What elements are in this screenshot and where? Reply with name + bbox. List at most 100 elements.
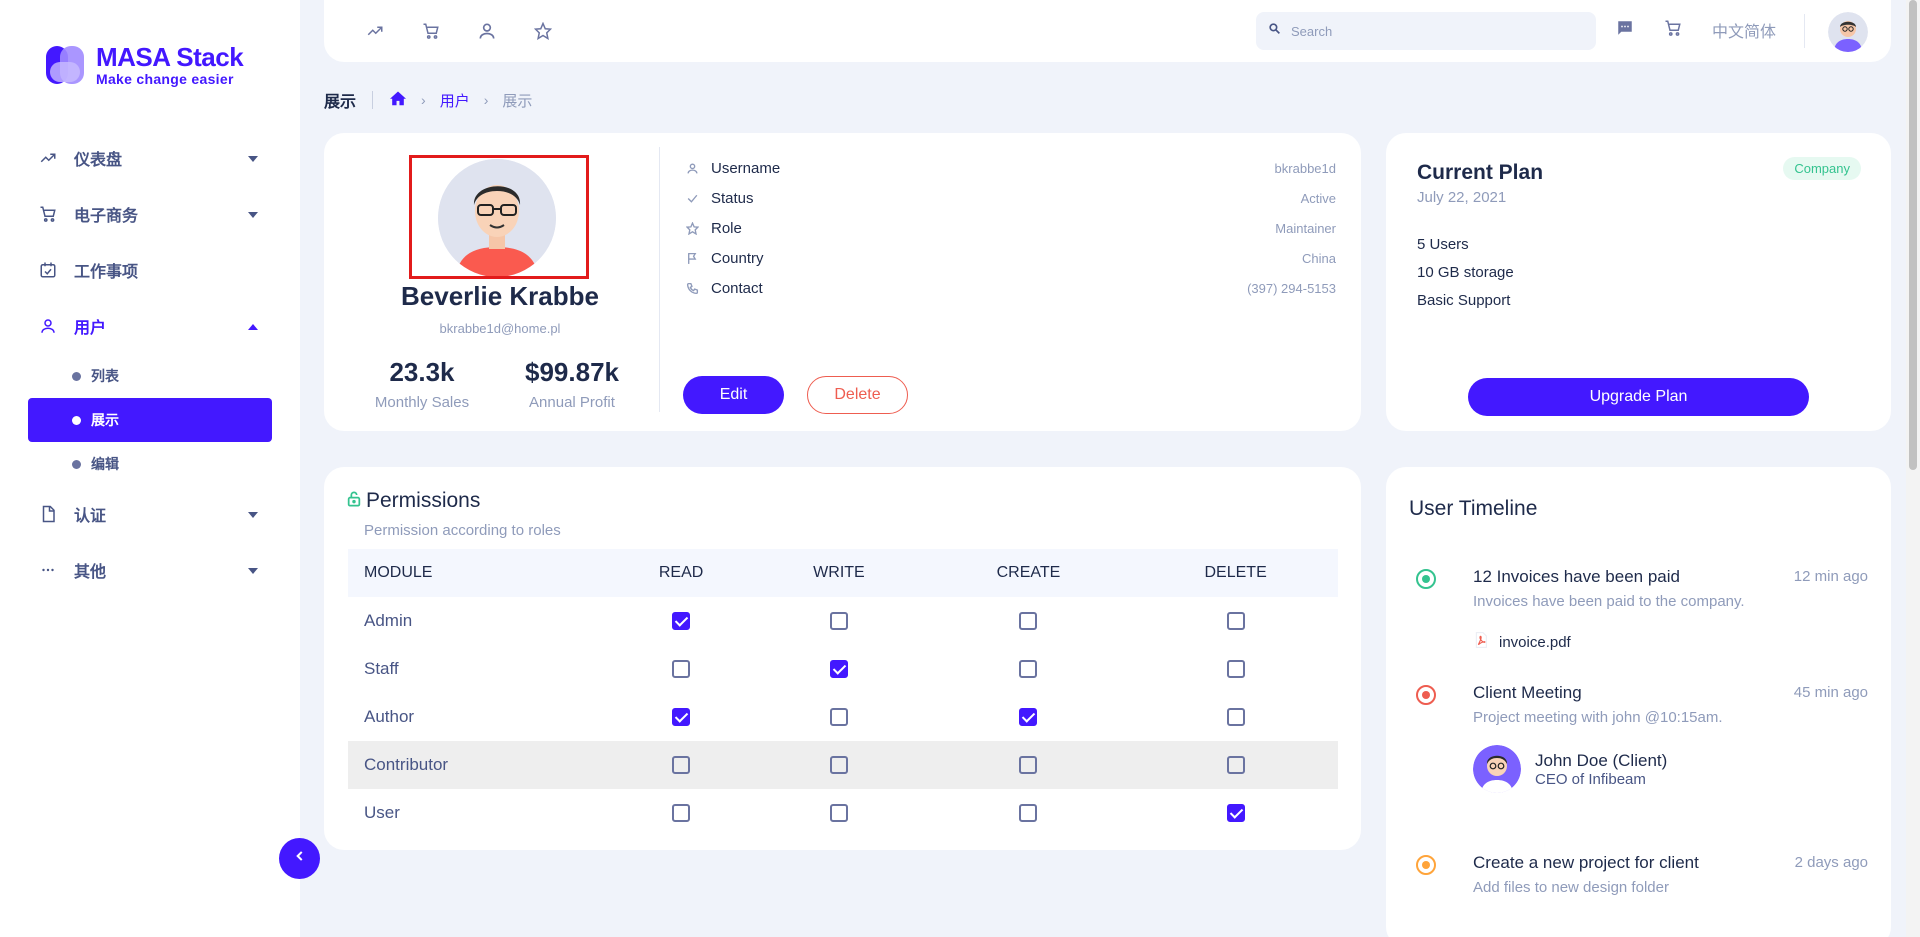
permission-checkbox[interactable]	[829, 611, 848, 630]
collapse-sidebar-button[interactable]	[279, 838, 320, 879]
sidebar-nav: 仪表盘 电子商务 工作事项 用户 列表 展示 编辑 认证 其他	[28, 130, 272, 598]
permission-checkbox[interactable]	[829, 659, 848, 678]
bullet-icon	[72, 371, 81, 381]
sidebar-item-ecommerce[interactable]: 电子商务	[28, 186, 272, 242]
caret-down-icon	[248, 505, 258, 523]
user-avatar[interactable]	[1828, 12, 1868, 52]
permission-checkbox[interactable]	[672, 707, 691, 726]
detail-value: bkrabbe1d	[1274, 160, 1336, 176]
module-name: Admin	[364, 611, 413, 630]
permission-checkbox[interactable]	[1226, 659, 1245, 678]
permission-checkbox[interactable]	[672, 659, 691, 678]
brand-logo[interactable]: MASA Stack Make change easier	[46, 44, 244, 87]
profile-card: Beverlie Krabbe bkrabbe1d@home.pl 23.3k …	[324, 133, 1361, 431]
permission-checkbox[interactable]	[1226, 611, 1245, 630]
permission-checkbox[interactable]	[1019, 611, 1038, 630]
current-plan-card: Current Plan July 22, 2021 Company 5 Use…	[1386, 133, 1891, 431]
breadcrumb-current: 展示	[502, 92, 533, 110]
sidebar-subitem-view[interactable]: 展示	[28, 398, 272, 442]
divider	[1804, 14, 1805, 48]
detail-key: Contact	[711, 279, 763, 297]
caret-down-icon	[248, 149, 258, 167]
sidebar-item-label: 工作事项	[74, 264, 139, 281]
column-header: MODULE	[348, 549, 608, 597]
scrollbar-thumb[interactable]	[1909, 0, 1917, 470]
detail-row-username: Username bkrabbe1d	[683, 153, 1336, 183]
search-input[interactable]	[1291, 23, 1571, 39]
divider	[659, 147, 660, 412]
edit-button[interactable]: Edit	[683, 376, 784, 414]
dots-icon	[36, 558, 60, 582]
module-name: Author	[364, 707, 415, 726]
profile-name: Beverlie Krabbe	[401, 281, 599, 311]
breadcrumb-link-users[interactable]: 用户	[439, 92, 470, 110]
permission-checkbox[interactable]	[1226, 707, 1245, 726]
sidebar-item-auth[interactable]: 认证	[28, 486, 272, 542]
permission-checkbox[interactable]	[829, 707, 848, 726]
chat-icon[interactable]	[1616, 19, 1634, 42]
delete-button[interactable]: Delete	[807, 376, 908, 414]
sidebar-item-dashboard[interactable]: 仪表盘	[28, 130, 272, 186]
sidebar-item-tasks[interactable]: 工作事项	[28, 242, 272, 298]
column-header: WRITE	[754, 549, 924, 597]
permission-checkbox[interactable]	[1226, 803, 1245, 822]
detail-row-status: Status Active	[683, 183, 1336, 213]
client-contact[interactable]: John Doe (Client) CEO of Infibeam	[1473, 745, 1667, 793]
page-scrollbar[interactable]	[1906, 0, 1920, 937]
phone-icon	[683, 282, 701, 295]
timeline-item-title: 12 Invoices have been paid	[1473, 567, 1680, 586]
permission-checkbox[interactable]	[829, 803, 848, 822]
plan-feature: 5 Users	[1417, 236, 1469, 253]
module-name: Staff	[364, 659, 399, 678]
sidebar-item-other[interactable]: 其他	[28, 542, 272, 598]
permission-checkbox[interactable]	[1019, 707, 1038, 726]
detail-value: Maintainer	[1275, 220, 1336, 236]
timeline-dot-icon	[1416, 685, 1436, 705]
sidebar-subitem-edit[interactable]: 编辑	[28, 442, 272, 486]
page-title: 展示	[324, 94, 357, 111]
timeline-item-title: Client Meeting	[1473, 683, 1582, 702]
calendar-check-icon	[36, 258, 60, 282]
attachment-name: invoice.pdf	[1499, 633, 1571, 651]
language-switcher[interactable]: 中文简体	[1712, 24, 1777, 41]
cart-icon[interactable]	[420, 20, 442, 42]
attachment-link[interactable]: invoice.pdf	[1473, 631, 1571, 653]
sidebar-subitem-list[interactable]: 列表	[28, 354, 272, 398]
logo-mark-icon	[46, 44, 88, 86]
user-icon[interactable]	[476, 20, 498, 42]
permission-checkbox[interactable]	[672, 803, 691, 822]
timeline-dot-icon	[1416, 855, 1436, 875]
timeline-item-desc: Invoices have been paid to the company.	[1473, 593, 1745, 610]
permission-checkbox[interactable]	[672, 755, 691, 774]
timeline-item-time: 2 days ago	[1794, 854, 1868, 871]
permission-checkbox[interactable]	[829, 755, 848, 774]
upgrade-plan-button[interactable]: Upgrade Plan	[1468, 378, 1809, 416]
permissions-subtitle: Permission according to roles	[364, 522, 561, 539]
sidebar-subitem-label: 展示	[91, 412, 119, 428]
sidebar-subitem-label: 列表	[91, 368, 119, 384]
sidebar-item-users[interactable]: 用户	[28, 298, 272, 354]
permission-checkbox[interactable]	[1019, 803, 1038, 822]
timeline-item-time: 45 min ago	[1793, 684, 1868, 701]
permission-checkbox[interactable]	[1226, 755, 1245, 774]
stat-monthly-sales: 23.3k Monthly Sales	[352, 357, 492, 411]
module-name: User	[364, 803, 400, 822]
column-header: CREATE	[923, 549, 1134, 597]
timeline-item-time: 12 min ago	[1793, 568, 1868, 585]
table-row: Contributor	[348, 741, 1338, 789]
plan-badge: Company	[1783, 157, 1861, 180]
trending-up-icon[interactable]	[364, 20, 386, 42]
permission-checkbox[interactable]	[672, 611, 691, 630]
star-icon	[683, 221, 701, 235]
permission-checkbox[interactable]	[1019, 659, 1038, 678]
plan-date: July 22, 2021	[1417, 189, 1507, 206]
permission-checkbox[interactable]	[1019, 755, 1038, 774]
stat-label: Annual Profit	[529, 394, 615, 411]
star-icon[interactable]	[532, 20, 554, 42]
brand-tagline: Make change easier	[96, 71, 234, 87]
client-name: John Doe (Client)	[1535, 750, 1668, 770]
plan-title: Current Plan	[1417, 161, 1544, 184]
cart-icon[interactable]	[1664, 19, 1682, 42]
trending-up-icon	[36, 146, 60, 170]
home-icon[interactable]	[389, 90, 407, 111]
